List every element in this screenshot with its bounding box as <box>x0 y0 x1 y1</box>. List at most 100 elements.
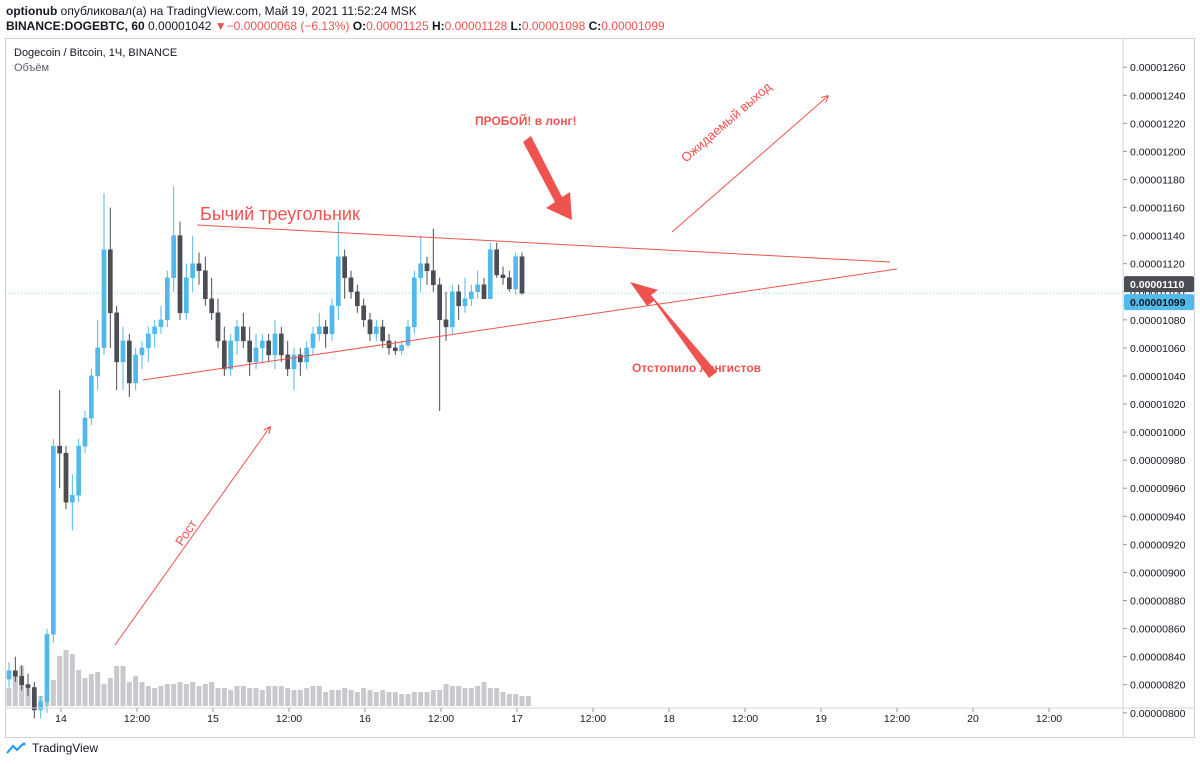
candle-body[interactable] <box>12 670 18 677</box>
volume-bar <box>500 692 506 706</box>
candle-body[interactable] <box>177 235 183 314</box>
candle-body[interactable] <box>367 319 373 335</box>
triangle-lower-line[interactable] <box>142 268 898 381</box>
candle-body[interactable] <box>348 277 354 293</box>
candle-body[interactable] <box>443 319 449 328</box>
candle-body[interactable] <box>120 340 126 363</box>
rise-arrow[interactable] <box>114 427 270 646</box>
candle-body[interactable] <box>171 235 177 278</box>
candle-body[interactable] <box>475 284 481 293</box>
candle-body[interactable] <box>221 340 227 370</box>
candle-body[interactable] <box>57 445 63 454</box>
candle-body[interactable] <box>82 417 88 447</box>
candle-body[interactable] <box>354 291 360 307</box>
candle-body[interactable] <box>392 347 398 351</box>
candle-body[interactable] <box>437 284 443 321</box>
candle-body[interactable] <box>405 326 411 346</box>
candle-body[interactable] <box>291 354 297 370</box>
candle-body[interactable] <box>209 298 215 314</box>
candle-body[interactable] <box>6 670 12 680</box>
candle-body[interactable] <box>297 354 303 363</box>
candle-body[interactable] <box>310 333 316 349</box>
candle-body[interactable] <box>240 326 246 342</box>
candle-body[interactable] <box>500 274 506 278</box>
candle-body[interactable] <box>513 256 519 290</box>
candle-body[interactable] <box>373 326 379 335</box>
candle-body[interactable] <box>342 256 348 278</box>
candle-body[interactable] <box>430 270 436 285</box>
candle-body[interactable] <box>69 495 75 503</box>
candle-body[interactable] <box>164 277 170 321</box>
breakout-annotation[interactable]: ПРОБОЙ! в лонг! <box>475 114 577 128</box>
candle-body[interactable] <box>411 277 417 328</box>
expected-exit-arrow[interactable] <box>671 96 828 233</box>
candle-body[interactable] <box>456 291 462 307</box>
candle-body[interactable] <box>107 249 113 314</box>
stop-annotation[interactable]: Отстопило лонгистов <box>632 361 762 375</box>
stop-arrow-icon[interactable] <box>630 282 717 378</box>
candle-body[interactable] <box>506 277 512 290</box>
candle-body[interactable] <box>335 256 341 307</box>
candle-body[interactable] <box>139 347 145 356</box>
candle-body[interactable] <box>494 249 500 276</box>
candle-body[interactable] <box>145 333 151 349</box>
candle-body[interactable] <box>468 291 474 300</box>
candle-body[interactable] <box>380 326 386 342</box>
candle-body[interactable] <box>25 684 31 688</box>
author-name[interactable]: optionub <box>6 4 58 18</box>
volume-bar <box>297 690 303 706</box>
candle-body[interactable] <box>133 354 139 384</box>
candle-body[interactable] <box>247 340 253 363</box>
candle-body[interactable] <box>44 633 50 702</box>
candle-body[interactable] <box>278 333 284 356</box>
candle-body[interactable] <box>481 284 487 300</box>
candle-body[interactable] <box>196 263 202 271</box>
candle-body[interactable] <box>259 340 265 349</box>
candle-body[interactable] <box>63 452 69 503</box>
candle-body[interactable] <box>50 445 56 635</box>
footer-brand[interactable]: TradingView <box>6 741 98 755</box>
candle-body[interactable] <box>272 333 278 356</box>
candle-body[interactable] <box>285 354 291 370</box>
candle-body[interactable] <box>329 305 335 335</box>
candle-body[interactable] <box>19 676 25 685</box>
candle-body[interactable] <box>228 340 234 370</box>
candle-body[interactable] <box>519 256 525 294</box>
candle-body[interactable] <box>152 326 158 335</box>
volume-bar <box>57 656 63 706</box>
candle-body[interactable] <box>424 263 430 271</box>
candle-body[interactable] <box>449 291 455 328</box>
candle-body[interactable] <box>462 298 468 307</box>
candle-body[interactable] <box>183 277 189 314</box>
candle-body[interactable] <box>234 326 240 342</box>
volume-bar <box>196 686 202 706</box>
breakout-arrow-icon[interactable] <box>523 136 572 220</box>
chart-pane[interactable] <box>5 38 1195 738</box>
candle-body[interactable] <box>253 347 259 363</box>
candle-body[interactable] <box>76 445 82 496</box>
triangle-annotation[interactable]: Бычий треугольник <box>200 204 360 224</box>
candle-body[interactable] <box>88 375 94 419</box>
candle-body[interactable] <box>202 270 208 300</box>
candle-body[interactable] <box>418 263 424 278</box>
candle-body[interactable] <box>323 326 329 335</box>
candle-body[interactable] <box>399 344 405 351</box>
candle-body[interactable] <box>316 326 322 335</box>
candle-body[interactable] <box>487 249 493 300</box>
candle-body[interactable] <box>114 312 120 363</box>
candle-body[interactable] <box>158 319 164 328</box>
triangle-upper-line[interactable] <box>196 224 891 263</box>
candle-body[interactable] <box>190 263 196 278</box>
candle-body[interactable] <box>126 340 132 384</box>
candle-body[interactable] <box>38 701 44 711</box>
candle-body[interactable] <box>215 312 221 342</box>
price-tick-label: 0.00001160 <box>1130 203 1185 215</box>
candle-body[interactable] <box>31 687 37 711</box>
candle-body[interactable] <box>101 249 107 349</box>
candle-body[interactable] <box>304 347 310 363</box>
volume-bar <box>114 666 120 706</box>
candle-body[interactable] <box>266 340 272 356</box>
candle-body[interactable] <box>361 305 367 321</box>
candle-body[interactable] <box>95 347 101 377</box>
